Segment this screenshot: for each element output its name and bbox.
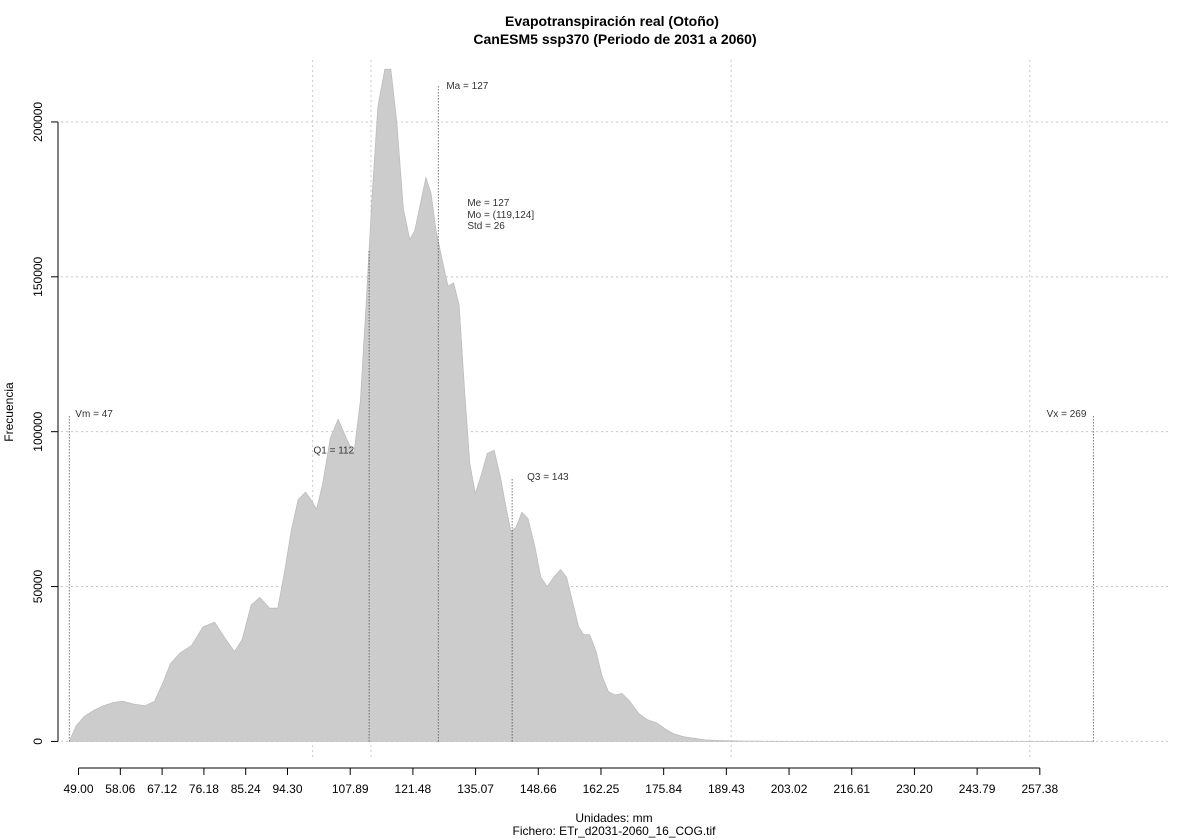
chart-subtitle: CanESM5 ssp370 (Periodo de 2031 a 2060) [473,31,756,47]
x-tick-label: 162.25 [583,782,620,796]
density-area [68,68,1094,742]
q1-label: Q1 = 112 [313,445,354,456]
x-tick-label: 107.89 [332,782,369,796]
median-label: Me = 127 [467,198,509,209]
x-tick-label: 121.48 [395,782,432,796]
x-tick-label: 257.38 [1021,782,1058,796]
x-tick-label: 49.00 [64,782,94,796]
mode-label: Mo = (119,124] [467,210,534,221]
x-tick-label: 94.30 [272,782,302,796]
y-axis-label: Frecuencia [2,382,16,442]
x-tick-label: 203.02 [771,782,808,796]
x-tick-label: 175.84 [645,782,682,796]
x-tick-label: 189.43 [708,782,745,796]
y-tick-label: 100000 [31,411,45,451]
axes: 49.00 58.06 67.12 76.18 85.24 94.30 107.89 121.… [31,102,1058,796]
x-tick-label: 148.66 [520,782,557,796]
mean-label: Ma = 127 [446,81,488,92]
x-tick-label: 216.61 [833,782,870,796]
q3-label: Q3 = 143 [527,472,569,483]
y-tick-label: 50000 [31,570,45,604]
density-area-path [68,68,1094,742]
std-label: Std = 26 [467,221,505,232]
max-label: Vx = 269 [1047,409,1087,420]
stat-markers [68,84,1094,742]
y-tick-label: 0 [31,738,45,745]
y-tick-label: 200000 [31,102,45,142]
x-tick-label: 76.18 [189,782,219,796]
min-label: Vm = 47 [75,409,113,420]
x-tick-label: 243.79 [959,782,996,796]
x-tick-label: 230.20 [896,782,933,796]
x-tick-label: 58.06 [105,782,135,796]
x-axis-label: Unidades: mm [575,811,652,825]
file-label: Fichero: ETr_d2031-2060_16_COG.tif [513,824,717,838]
y-tick-label: 150000 [31,256,45,296]
x-tick-label: 135.07 [457,782,494,796]
chart-title: Evapotranspiración real (Otoño) [505,13,719,29]
x-tick-label: 67.12 [147,782,177,796]
x-tick-label: 85.24 [231,782,261,796]
